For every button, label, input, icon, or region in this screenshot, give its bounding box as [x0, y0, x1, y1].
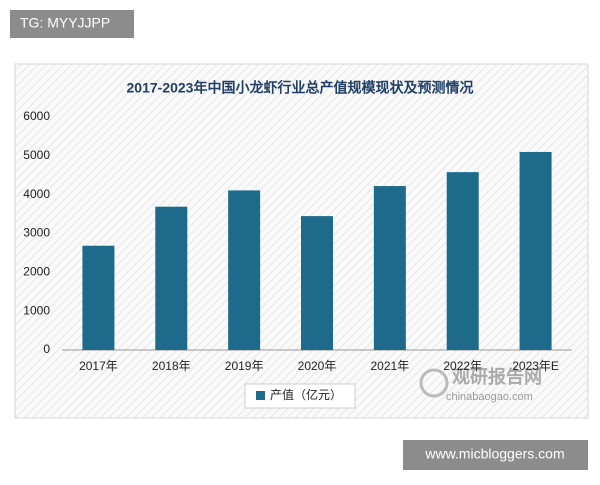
y-tick-label: 1000: [23, 303, 50, 317]
x-tick-label: 2018年: [152, 359, 191, 373]
bar: [82, 245, 115, 350]
watermark-icon: [419, 368, 449, 398]
x-tick-label: 2022年: [443, 359, 482, 373]
bar: [519, 151, 552, 350]
bar: [446, 172, 479, 350]
chart-title: 2017-2023年中国小龙虾行业总产值规模现状及预测情况: [127, 80, 474, 96]
tag-box: [10, 10, 134, 38]
plot: 0 1000 2000 3000 4000 5000 6000 2017年 2018年 2019年…: [23, 109, 572, 409]
site-label: www.micbloggers.com: [424, 446, 564, 462]
y-tick-label: 0: [43, 342, 50, 356]
x-tick-label: 2020年: [298, 359, 337, 373]
watermark-name: 观研报告网: [452, 366, 542, 387]
y-tick-label: 3000: [23, 226, 50, 240]
legend-label: 产值（亿元）: [270, 387, 342, 402]
watermark-url: chinabaogao.com: [446, 391, 533, 403]
x-tick-label: 2021年: [371, 359, 410, 373]
y-tick-label: 5000: [23, 148, 50, 162]
tag-label: TG: MYYJJPP: [20, 15, 110, 31]
y-tick-label: 4000: [23, 187, 50, 201]
bar: [373, 186, 406, 350]
y-tick-label: 6000: [23, 109, 50, 123]
legend-swatch: [256, 391, 265, 400]
bar: [155, 206, 188, 350]
x-tick-label: 2023年E: [512, 359, 559, 373]
bar: [301, 216, 333, 350]
site-box: [403, 440, 588, 470]
bar: [228, 190, 261, 350]
y-tick-label: 2000: [23, 265, 50, 279]
x-tick-label: 2017年: [79, 359, 118, 373]
x-tick-label: 2019年: [225, 359, 264, 373]
